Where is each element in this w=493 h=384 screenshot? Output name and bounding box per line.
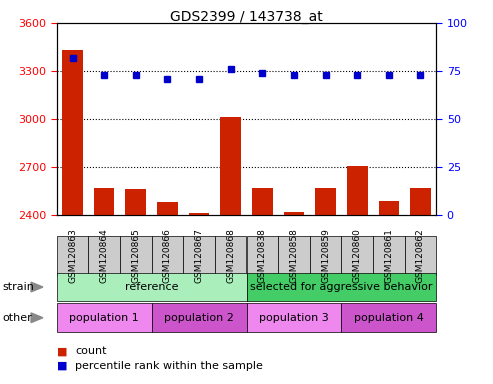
Text: GSM120866: GSM120866 [163,228,172,283]
Bar [316,188,336,215]
Text: GSM120858: GSM120858 [289,228,298,283]
Bar [220,118,241,215]
Text: strain: strain [2,282,35,292]
Text: GSM120861: GSM120861 [385,228,393,283]
Bar [94,188,114,215]
Text: selected for aggressive behavior: selected for aggressive behavior [250,282,433,292]
Text: other: other [2,313,32,323]
Text: population 3: population 3 [259,313,329,323]
Polygon shape [31,282,43,292]
Text: GSM120860: GSM120860 [352,228,362,283]
Bar [62,50,83,215]
Text: ■: ■ [57,346,67,356]
Text: GSM120862: GSM120862 [416,228,425,283]
Text: count: count [75,346,107,356]
Polygon shape [31,313,43,323]
Bar [283,212,304,215]
Bar [189,213,210,215]
Text: reference: reference [125,282,178,292]
Bar [126,189,146,215]
Text: GSM120867: GSM120867 [195,228,204,283]
Text: GSM120838: GSM120838 [258,228,267,283]
Bar [379,200,399,215]
Text: GSM120868: GSM120868 [226,228,235,283]
Text: ■: ■ [57,361,67,371]
Text: GSM120859: GSM120859 [321,228,330,283]
Text: GSM120863: GSM120863 [68,228,77,283]
Text: percentile rank within the sample: percentile rank within the sample [75,361,263,371]
Bar [347,166,367,215]
Text: GSM120865: GSM120865 [131,228,141,283]
Text: GDS2399 / 143738_at: GDS2399 / 143738_at [170,10,323,23]
Text: population 2: population 2 [164,313,234,323]
Text: population 1: population 1 [70,313,139,323]
Bar [410,188,431,215]
Bar [252,188,273,215]
Text: GSM120864: GSM120864 [100,228,108,283]
Text: population 4: population 4 [354,313,424,323]
Bar [157,202,177,215]
